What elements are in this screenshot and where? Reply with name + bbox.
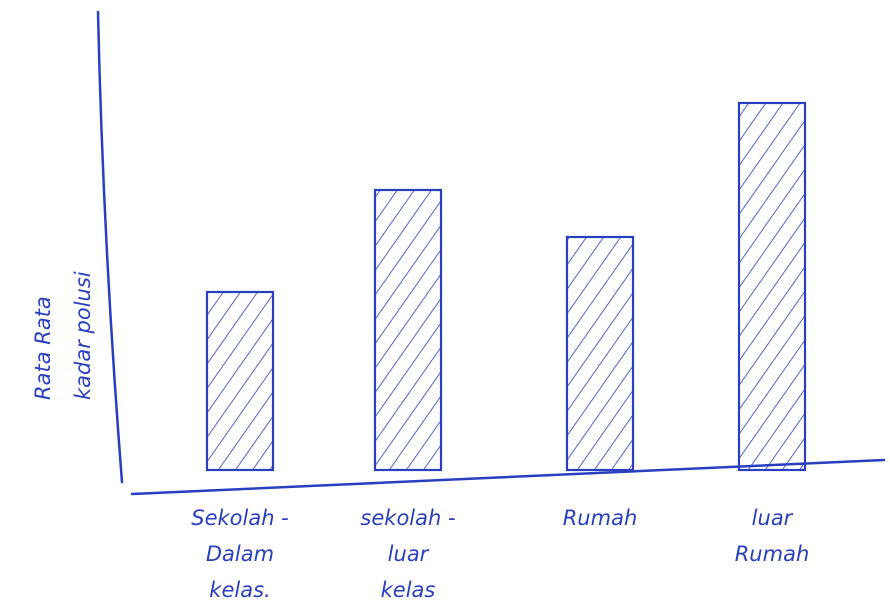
- x-tick-label: luar Rumah: [735, 506, 810, 566]
- bar: [737, 101, 807, 472]
- x-tick-label: Rumah: [563, 506, 638, 530]
- bar: [205, 290, 275, 472]
- y-axis: [96, 10, 124, 484]
- plot-area: Sekolah -Dalam kelas. sekolah -luar kelas Ru…: [191, 101, 810, 602]
- x-tick-label: sekolah -luar kelas: [360, 506, 455, 602]
- bar: [373, 188, 443, 472]
- bar: [565, 235, 635, 472]
- y-axis-label: Rata Rata kadar polusi: [31, 271, 95, 400]
- x-tick-label: Sekolah -Dalam kelas.: [191, 506, 289, 602]
